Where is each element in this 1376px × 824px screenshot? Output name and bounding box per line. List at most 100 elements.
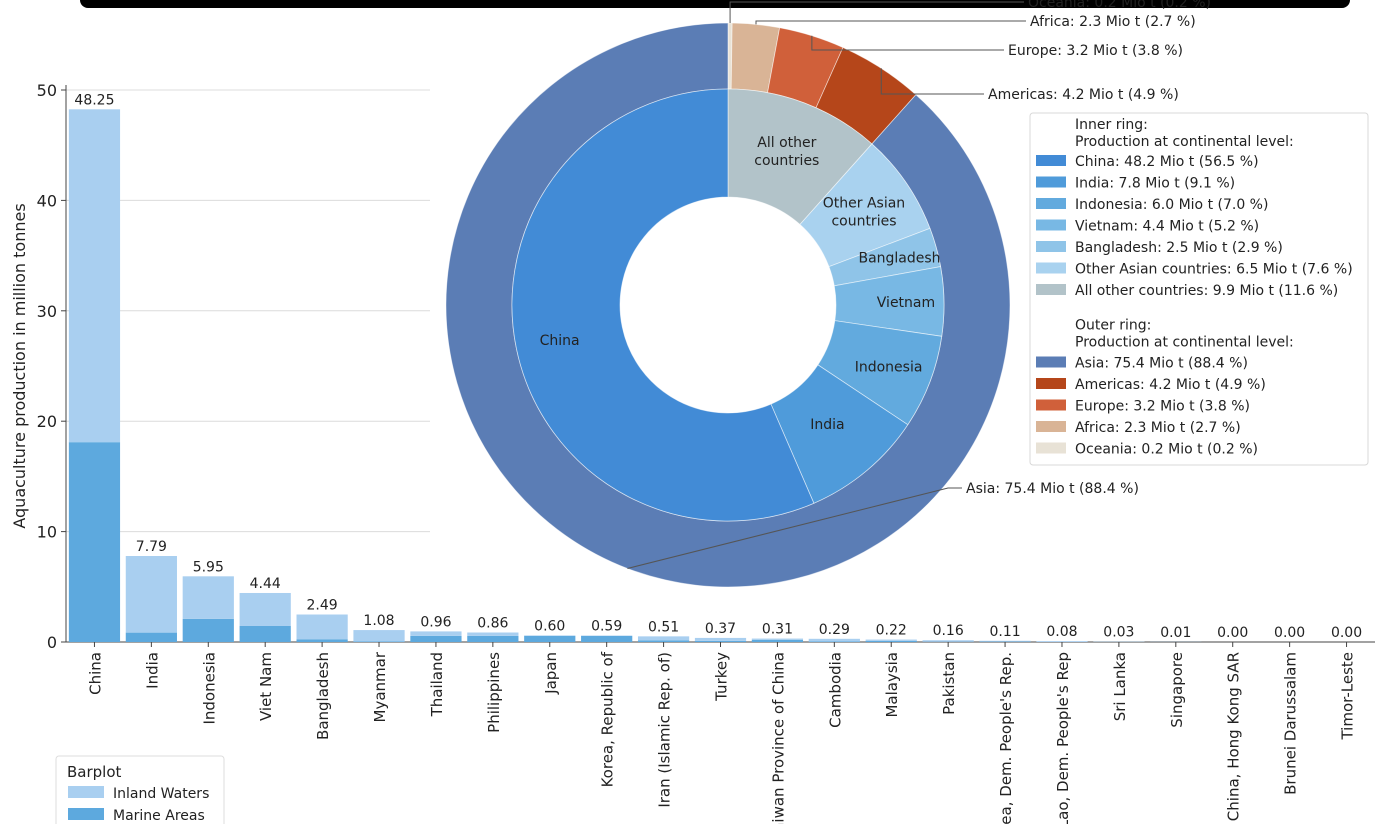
legend-heading: Outer ring: [1075,318,1151,334]
donut-legend-frame [1029,112,1369,466]
annotation-text: Americas: 4.2 Mio t (4.9 %) [988,87,1179,103]
bar-inland-7 [467,632,519,636]
bar-marine-2 [182,618,234,642]
inner-slice-label: Bangladesh [858,250,940,266]
inner-slice-label: Other Asian countries [823,196,905,230]
bar-total-label: 0.96 [420,614,451,630]
inner-slice-label-line: Vietnam [877,295,935,311]
legend-swatch [1036,262,1066,274]
x-tick-label: Philippines [485,652,503,733]
bar-legend-swatch [68,786,104,798]
x-tick-label: China [86,652,104,695]
bar-total-label: 0.01 [1160,625,1191,641]
bar-marine-3 [239,625,291,642]
bar-marine-12 [751,639,804,642]
bar-total-label: 0.03 [1103,625,1134,641]
legend-heading: Production at continental level: [1075,335,1294,351]
legend-entry: China: 48.2 Mio t (56.5 %) [1075,154,1259,170]
y-tick-label: 40 [37,191,57,210]
x-tick-label: Pakistan [940,652,958,715]
bar-marine-5 [353,641,405,642]
bar-marine-4 [296,639,348,642]
bar-inland-11 [694,637,747,641]
legend-entry: Bangladesh: 2.5 Mio t (2.9 %) [1075,240,1283,256]
annotation-text: Europe: 3.2 Mio t (3.8 %) [1008,43,1183,59]
inner-slice-label-line: Other Asian [823,196,905,212]
x-tick-label: India [143,652,161,689]
x-tick-label: China, Hong Kong SAR [1225,652,1243,821]
legend-swatch [1036,284,1066,295]
bar-legend-label: Marine Areas [113,808,205,824]
annotation-text: Oceania: 0.2 Mio t (0.2 %) [1028,0,1211,11]
y-tick-label: 10 [37,523,57,542]
x-tick-label: Lao, Dem. People's Rep [1054,652,1072,824]
bar-inland-10 [637,636,690,641]
inner-slice-label: China [540,333,580,349]
y-tick-label: 20 [37,412,57,431]
bar-marine-11 [694,640,747,642]
bar-marine-9 [581,635,633,642]
bar-total-label: 0.11 [989,624,1020,640]
x-tick-label: Iran (Islamic Rep. of) [656,652,674,808]
inner-slice-label-line: countries [831,214,896,230]
annotation-leader [729,1,1024,24]
bar-legend-swatch [68,808,104,820]
x-tick-label: Indonesia [200,652,218,725]
legend-swatch [1036,356,1066,368]
bar-marine-10 [637,640,690,642]
x-tick-label: Korea, Dem. People's Rep. [997,652,1015,824]
bar-legend-title: Barplot [67,763,122,781]
legend-entry: Vietnam: 4.4 Mio t (5.2 %) [1075,219,1259,235]
legend-entry: Americas: 4.2 Mio t (4.9 %) [1075,377,1266,393]
bar-inland-8 [524,635,576,636]
inner-slice-label: All other countries [754,135,819,169]
x-tick-label: Timor-Leste [1339,652,1357,741]
bar-total-label: 0.59 [591,618,622,634]
bar-total-label: 0.37 [705,621,736,637]
bar-total-label: 0.31 [762,622,793,638]
x-tick-label: Cambodia [826,652,844,728]
inner-slice-label: Indonesia [855,360,923,376]
bar-total-label: 0.51 [648,619,679,635]
donut-legend: Inner ring:Production at continental lev… [1029,112,1369,466]
legend-entry: India: 7.8 Mio t (9.1 %) [1075,176,1235,192]
legend-swatch [1036,219,1066,231]
inner-slice-label: India [810,417,844,433]
y-tick-label: 0 [47,633,57,652]
bar-inland-15 [922,640,974,642]
bar-inland-16 [979,640,1031,642]
bar-legend: Barplot Inland Waters Marine Areas [55,755,225,824]
legend-entry: Indonesia: 6.0 Mio t (7.0 %) [1075,197,1268,213]
legend-entry: Other Asian countries: 6.5 Mio t (7.6 %) [1075,262,1353,278]
legend-entry: Europe: 3.2 Mio t (3.8 %) [1075,399,1250,415]
bar-total-label: 0.00 [1274,625,1305,641]
annotation-leader [811,35,1004,51]
x-tick-label: Malaysia [883,652,901,718]
bar-total-label: 7.79 [136,539,167,555]
inner-slice-label-line: China [540,333,580,349]
annotation-text: Africa: 2.3 Mio t (2.7 %) [1030,14,1196,30]
x-tick-label: Thailand [428,652,446,717]
legend-swatch [1036,176,1066,188]
annotation-leader [755,20,1026,25]
legend-swatch [1036,198,1066,209]
bar-marine-14 [865,640,917,642]
bar-total-label: 48.25 [74,92,114,108]
inner-slice-label-line: India [810,417,844,433]
bar-total-label: 0.22 [876,623,907,639]
x-tick-label: Singapore [1168,652,1186,728]
bar-total-label: 0.60 [534,618,565,634]
bar-marine-7 [467,635,519,642]
bar-marine-8 [524,635,576,642]
bar-total-label: 2.49 [307,598,338,614]
legend-swatch [1036,399,1066,411]
bar-inland-17 [1036,641,1088,642]
bar-marine-6 [410,635,462,642]
inner-slice-label-line: countries [754,153,819,169]
bar-inland-2 [182,576,234,619]
legend-heading: Production at continental level: [1075,134,1294,150]
bar-marine-13 [808,641,860,642]
bar-inland-5 [353,630,405,642]
annotation-leader [627,487,962,569]
bar-inland-12 [751,638,804,640]
